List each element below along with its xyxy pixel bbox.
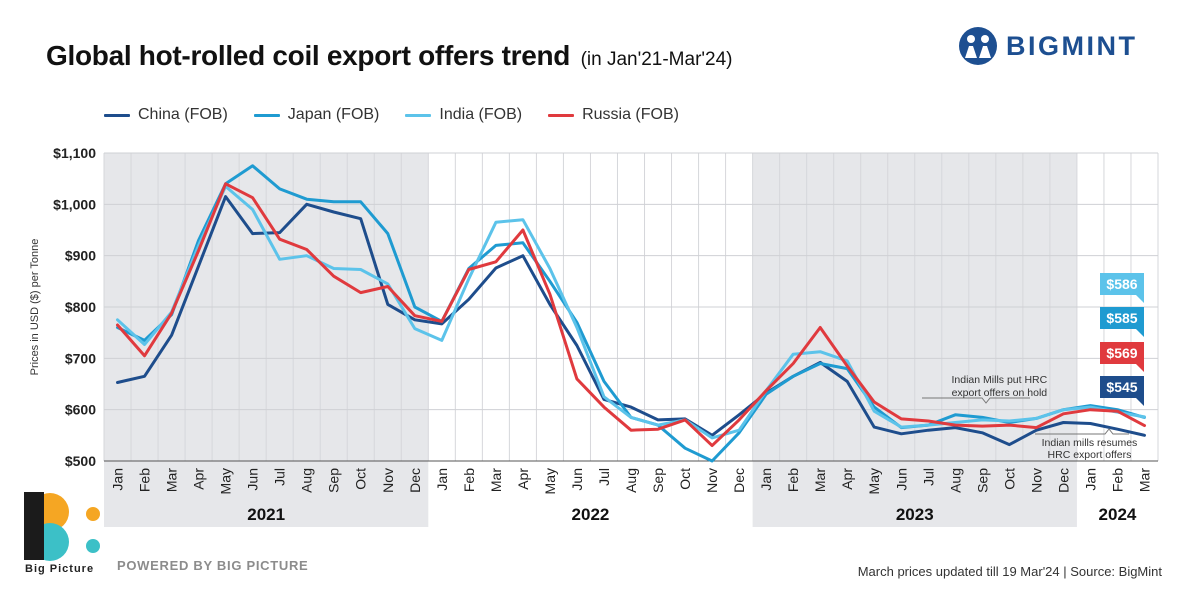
annotation-bracket [1035, 428, 1129, 435]
x-tick-label: Jun [245, 468, 261, 491]
y-tick-label: $900 [65, 248, 96, 264]
y-axis-label: Prices in USD ($) per Tonne [29, 239, 41, 376]
legend-swatch [405, 113, 432, 117]
x-tick-label: Mar [488, 468, 504, 492]
legend-label: Russia (FOB) [582, 106, 679, 123]
annotation-text: HRC export offers [1048, 449, 1132, 461]
x-tick-label: Feb [461, 468, 477, 492]
year-label: 2021 [247, 505, 285, 524]
x-tick-label: Jan [758, 468, 774, 491]
x-tick-label: Dec [407, 468, 423, 493]
final-value-label: $545 [1106, 379, 1137, 395]
x-tick-label: Feb [1109, 468, 1125, 492]
x-tick-label: Sep [326, 468, 342, 493]
x-tick-label: Sep [974, 468, 990, 493]
legend-item: China (FOB) [104, 106, 228, 124]
x-tick-label: Jul [920, 468, 936, 486]
x-tick-label: May [218, 468, 234, 494]
y-tick-label: $700 [65, 350, 96, 366]
annotation-text: Indian mills resumes [1042, 437, 1138, 449]
x-tick-label: Jul [272, 468, 288, 486]
final-value-label: $586 [1106, 276, 1137, 292]
series-line [116, 195, 1146, 447]
x-tick-label: Nov [1028, 468, 1044, 493]
annotation-text: Indian Mills put HRC [952, 374, 1048, 386]
source-note: March prices updated till 19 Mar'24 | So… [857, 564, 1162, 579]
year-label: 2024 [1099, 505, 1137, 524]
y-tick-label: $600 [65, 402, 96, 418]
line-chart: $500 $600 $700 $800 $900 $1,000 $1,100 Prices i… [29, 145, 1159, 527]
x-tick-label: Jan [1082, 468, 1098, 491]
series-line [116, 182, 1146, 448]
chart-subtitle: (in Jan'21-Mar'24) [580, 49, 733, 70]
x-tick-label: Jun [893, 468, 909, 491]
legend-item: Japan (FOB) [253, 106, 380, 124]
year-label: 2022 [572, 505, 610, 524]
legend-item: India (FOB) [405, 106, 522, 124]
big-picture-logo-text: Big Picture [25, 563, 95, 575]
annotation-bracket [922, 397, 1030, 404]
legend-swatch [548, 113, 575, 117]
x-tick-label: Jan [110, 468, 126, 491]
x-tick-label: Apr [515, 468, 531, 490]
x-tick-label: Nov [380, 468, 396, 493]
final-value-flag [1100, 376, 1144, 406]
final-value-flag [1100, 307, 1144, 337]
x-tick-label: Aug [623, 468, 639, 493]
x-tick-label: Feb [137, 468, 153, 492]
x-tick-label: Sep [650, 468, 666, 493]
big-picture-logo [24, 490, 104, 567]
final-value-flag [1100, 273, 1144, 303]
legend-label: Japan (FOB) [287, 106, 380, 123]
x-tick-label: May [866, 468, 882, 494]
x-tick-label: Mar [812, 468, 828, 492]
x-tick-label: Mar [1136, 468, 1152, 492]
series-line [116, 184, 1146, 440]
people-icon [959, 27, 997, 65]
final-value-label: $569 [1106, 345, 1137, 361]
powered-by: POWERED BY BIG PICTURE [117, 558, 309, 573]
x-tick-label: Aug [299, 468, 315, 493]
x-tick-label: Nov [704, 468, 720, 493]
y-tick-label: $1,100 [53, 145, 96, 161]
chart-title: Global hot-rolled coil export offers tre… [46, 40, 571, 71]
y-tick-label: $800 [65, 299, 96, 315]
legend: China (FOB) Japan (FOB) India (FOB) Russia … [104, 106, 705, 124]
x-tick-label: Dec [1055, 468, 1071, 493]
x-tick-label: Jan [434, 468, 450, 491]
final-value-flag [1100, 342, 1144, 372]
x-tick-label: May [542, 468, 558, 494]
x-tick-label: Feb [785, 468, 801, 492]
x-tick-label: Jun [569, 468, 585, 491]
x-tick-label: Oct [677, 468, 693, 490]
chart-title-block: Global hot-rolled coil export offers tre… [46, 40, 733, 72]
x-tick-label: Jul [596, 468, 612, 486]
x-tick-label: Aug [947, 468, 963, 493]
legend-item: Russia (FOB) [548, 106, 679, 124]
legend-label: India (FOB) [439, 106, 523, 123]
x-tick-label: Oct [1001, 468, 1017, 490]
year-label: 2023 [896, 505, 934, 524]
x-tick-label: Apr [191, 468, 207, 490]
legend-swatch [104, 113, 130, 117]
brand-name: BIGMINT [1006, 30, 1138, 61]
y-tick-label: $1,000 [53, 196, 96, 212]
y-tick-label: $500 [65, 453, 96, 469]
x-tick-label: Apr [839, 468, 855, 490]
final-value-label: $585 [1106, 310, 1137, 326]
x-tick-label: Oct [353, 468, 369, 490]
annotation-text: export offers on hold [952, 387, 1048, 399]
legend-label: China (FOB) [138, 106, 228, 123]
legend-swatch [253, 113, 280, 117]
brand-logo: BIGMINT [958, 26, 1138, 66]
x-tick-label: Mar [164, 468, 180, 492]
x-tick-label: Dec [731, 468, 747, 493]
